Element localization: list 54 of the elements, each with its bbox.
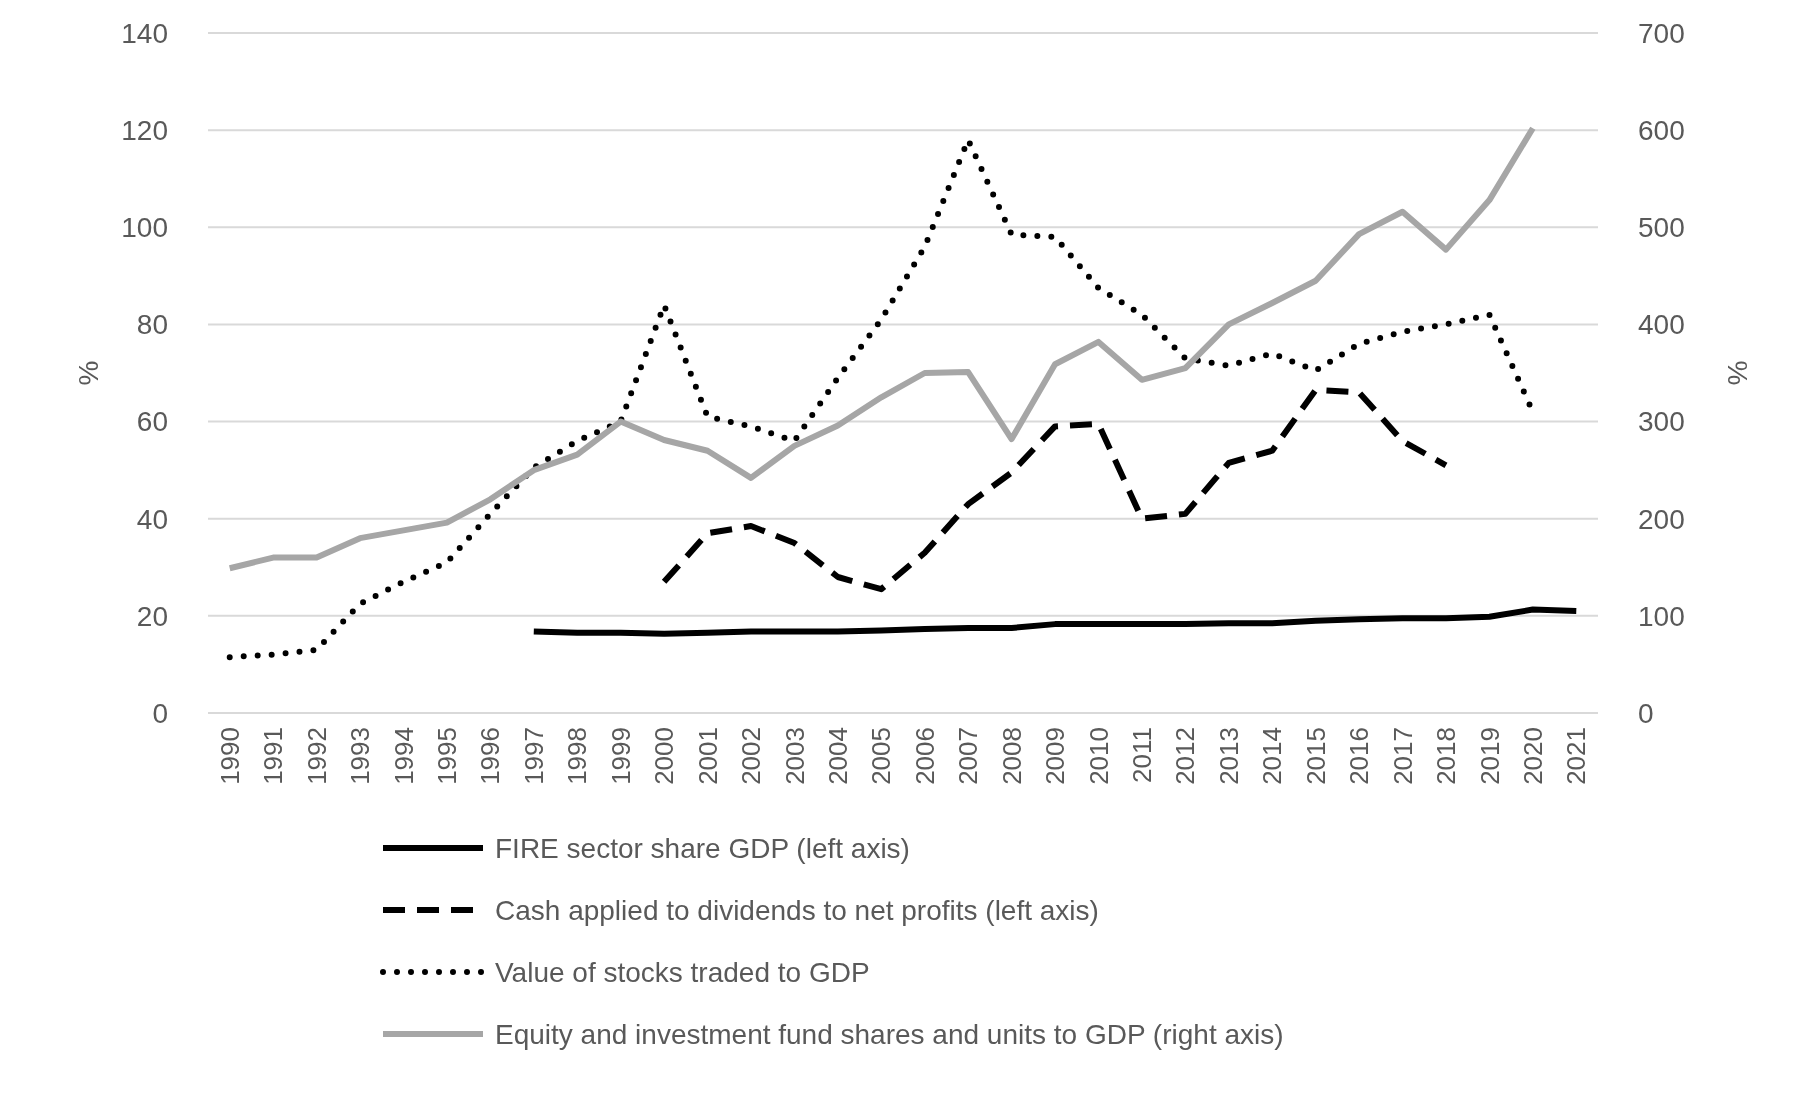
x-tick-label: 1994 [388, 727, 419, 785]
x-tick-label: 2011 [1127, 727, 1158, 783]
y2-tick-label: 300 [1638, 406, 1685, 438]
y2-tick-label: 500 [1638, 212, 1685, 244]
legend-label: Cash applied to dividends to net profits (left axis) [495, 894, 1099, 926]
y2-tick-label: 0 [1638, 697, 1654, 729]
y2-axis-title: % [1722, 360, 1753, 386]
x-tick-label: 2009 [1040, 727, 1071, 785]
y-tick-label: 40 [136, 503, 168, 535]
legend-label: Equity and investment fund shares and units to GDP (right axis) [495, 1018, 1284, 1050]
x-tick-label: 2007 [953, 727, 984, 785]
y-tick-label: 120 [121, 114, 168, 146]
x-tick-label: 2016 [1344, 727, 1375, 785]
x-tick-label: 2021 [1561, 727, 1592, 785]
x-tick-label: 1992 [301, 727, 332, 785]
y-tick-label: 80 [136, 309, 168, 341]
x-tick-label: 2013 [1213, 727, 1244, 785]
y2-tick-label: 700 [1638, 17, 1685, 49]
x-tick-label: 2004 [822, 727, 853, 785]
x-tick-label: 2020 [1517, 727, 1548, 785]
legend-label: FIRE sector share GDP (left axis) [495, 832, 910, 864]
y2-tick-label: 600 [1638, 114, 1685, 146]
x-tick-label: 2002 [736, 727, 767, 785]
x-tick-label: 2005 [866, 727, 897, 785]
x-tick-label: 1998 [562, 727, 593, 785]
x-tick-label: 2017 [1387, 727, 1418, 785]
y-axis-title: % [73, 360, 104, 386]
x-tick-label: 2019 [1474, 727, 1505, 785]
x-tick-label: 2008 [996, 727, 1027, 785]
x-tick-label: 2018 [1431, 727, 1462, 785]
y-tick-label: 100 [121, 212, 168, 244]
x-tick-label: 1990 [214, 727, 245, 785]
x-tick-label: 2006 [909, 727, 940, 785]
x-tick-label: 1996 [475, 727, 506, 785]
y2-tick-label: 400 [1638, 309, 1685, 341]
x-tick-label: 2000 [649, 727, 680, 785]
x-tick-label: 2014 [1257, 727, 1288, 785]
x-tick-label: 2003 [779, 727, 810, 785]
x-tick-label: 1991 [258, 727, 289, 785]
y-tick-label: 20 [136, 600, 168, 632]
x-tick-label: 1999 [605, 727, 636, 785]
legend-label: Value of stocks traded to GDP [495, 956, 870, 988]
x-tick-label: 1993 [345, 727, 376, 785]
y-tick-label: 140 [121, 17, 168, 49]
y-tick-label: 60 [136, 406, 168, 438]
x-tick-label: 1997 [518, 727, 549, 785]
x-tick-label: 2015 [1300, 727, 1331, 785]
y2-tick-label: 200 [1638, 503, 1685, 535]
x-tick-label: 2012 [1170, 727, 1201, 785]
y2-tick-label: 100 [1638, 600, 1685, 632]
x-tick-label: 1995 [432, 727, 463, 785]
y-tick-label: 0 [152, 697, 168, 729]
x-tick-label: 2001 [692, 727, 723, 785]
x-tick-label: 2010 [1083, 727, 1114, 785]
